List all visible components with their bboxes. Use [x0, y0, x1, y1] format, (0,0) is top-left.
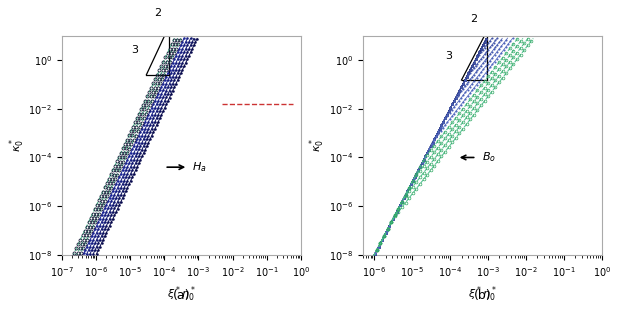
Y-axis label: $\kappa_0^*$: $\kappa_0^*$	[7, 138, 27, 152]
Text: $B_o$: $B_o$	[482, 151, 496, 165]
Text: (a): (a)	[172, 289, 190, 302]
X-axis label: $\xi^* \eta_0^*$: $\xi^* \eta_0^*$	[167, 284, 196, 304]
Text: 3: 3	[445, 51, 452, 61]
Text: 3: 3	[131, 45, 138, 55]
Text: 2: 2	[470, 14, 478, 24]
Text: (b): (b)	[473, 289, 491, 302]
Text: $H_a$: $H_a$	[192, 160, 206, 174]
X-axis label: $\xi^* \eta_0^*$: $\xi^* \eta_0^*$	[468, 284, 497, 304]
Text: 2: 2	[154, 8, 161, 18]
Y-axis label: $\kappa_0^*$: $\kappa_0^*$	[308, 138, 328, 152]
